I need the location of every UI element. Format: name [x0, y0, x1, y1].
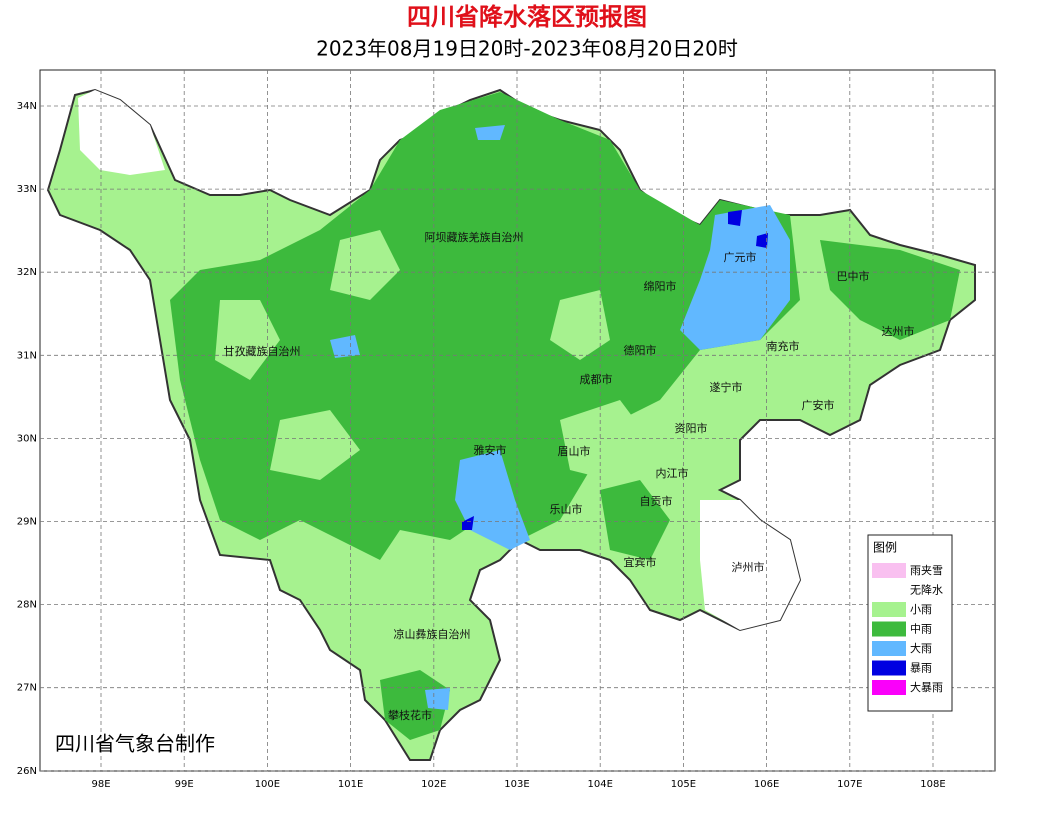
city-label: 甘孜藏族自治州: [224, 344, 301, 358]
light-rain-area: [215, 230, 650, 480]
lon-label: 106E: [754, 779, 779, 790]
city-label: 绵阳市: [644, 279, 677, 293]
city-label: 遂宁市: [710, 380, 743, 394]
lat-label: 30N: [17, 433, 37, 444]
lon-label: 105E: [671, 779, 696, 790]
no-rain-area: [700, 500, 800, 630]
city-label: 阿坝藏族羌族自治州: [425, 230, 524, 244]
lat-label: 33N: [17, 184, 37, 195]
legend-swatch: [872, 602, 906, 617]
legend-swatch: [872, 563, 906, 578]
no-rain-area: [78, 90, 165, 175]
lon-label: 99E: [175, 779, 194, 790]
legend-swatch: [872, 680, 906, 695]
lat-label: 26N: [17, 766, 37, 777]
lon-label: 101E: [338, 779, 363, 790]
city-label: 德阳市: [624, 343, 657, 357]
legend-label: 中雨: [910, 623, 932, 636]
city-label: 达州市: [882, 324, 915, 338]
province: [46, 88, 976, 761]
city-label: 广安市: [802, 398, 835, 412]
lat-label: 32N: [17, 267, 37, 278]
city-label: 内江市: [656, 466, 689, 480]
lon-label: 104E: [587, 779, 612, 790]
legend-label: 雨夹雪: [910, 564, 943, 577]
lat-label: 31N: [17, 350, 37, 361]
lat-label: 27N: [17, 683, 37, 694]
lon-label: 103E: [504, 779, 529, 790]
map-title: 四川省降水落区预报图: [407, 3, 647, 31]
legend-swatch: [872, 621, 906, 637]
lon-label: 102E: [421, 779, 446, 790]
lat-label: 29N: [17, 517, 37, 528]
legend-label: 小雨: [910, 603, 932, 616]
city-label: 南充市: [767, 339, 800, 353]
map-subtitle: 2023年08月19日20时-2023年08月20日20时: [316, 37, 738, 61]
city-label: 巴中市: [837, 269, 870, 283]
city-label: 宜宾市: [624, 555, 657, 569]
city-label: 自贡市: [640, 494, 673, 508]
legend-swatch: [872, 660, 906, 676]
legend-label: 大暴雨: [910, 680, 943, 694]
legend-title: 图例: [873, 541, 897, 555]
city-label: 资阳市: [675, 421, 708, 435]
city-label: 广元市: [724, 250, 757, 264]
lat-label: 34N: [17, 101, 37, 112]
city-label: 雅安市: [474, 443, 507, 457]
lon-label: 107E: [837, 779, 862, 790]
lon-label: 108E: [920, 779, 945, 790]
credit: 四川省气象台制作: [55, 732, 215, 756]
city-label: 眉山市: [558, 444, 591, 458]
lat-label: 28N: [17, 600, 37, 611]
legend-label: 大雨: [910, 641, 932, 655]
city-label: 成都市: [580, 372, 613, 386]
legend-swatch: [872, 641, 906, 656]
city-label: 乐山市: [550, 502, 583, 516]
lon-label: 100E: [255, 779, 280, 790]
legend-label: 无降水: [910, 583, 943, 597]
legend-label: 暴雨: [910, 662, 932, 675]
graticule: 98E 99E 100E 101E 102E 103E 104E 105E 106E 107E 10…: [17, 70, 995, 790]
lon-label: 98E: [91, 779, 110, 790]
city-label: 泸州市: [732, 560, 765, 574]
city-label: 凉山彝族自治州: [394, 627, 471, 641]
legend-swatch: [872, 582, 906, 598]
city-label: 攀枝花市: [388, 708, 432, 722]
